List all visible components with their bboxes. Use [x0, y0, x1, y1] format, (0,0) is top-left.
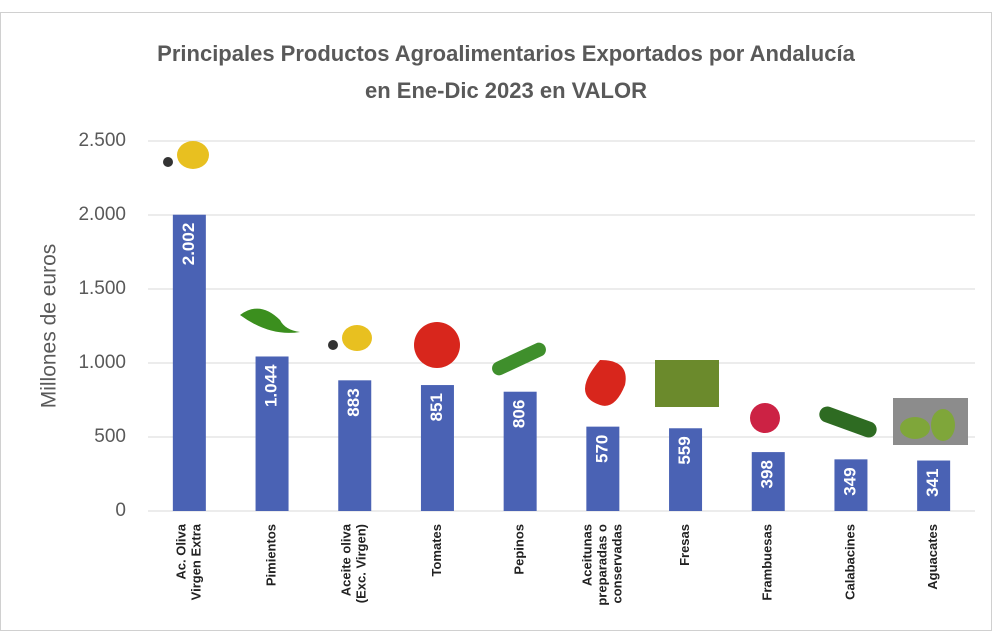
- chart-title: en Ene-Dic 2023 en VALOR: [365, 78, 647, 103]
- icon: [492, 342, 546, 376]
- icon: [585, 360, 626, 406]
- x-tick-label: Aguacates: [925, 524, 940, 590]
- icon: [750, 403, 780, 433]
- x-tick-label-group: Pimientos: [263, 524, 278, 586]
- icon: [414, 322, 460, 368]
- x-tick-label: (Exc. Virgen): [354, 524, 369, 603]
- bar: [172, 214, 206, 512]
- y-axis-title: Millones de euros: [38, 244, 61, 409]
- x-tick-label-group: Aguacates: [925, 524, 940, 590]
- value-label: 806: [510, 400, 529, 428]
- y-tick-label: 1.500: [78, 278, 126, 299]
- chart-title: Principales Productos Agroalimentarios E…: [157, 41, 855, 66]
- value-label: 2.002: [179, 223, 198, 266]
- x-tick-label-group: Pepinos: [512, 524, 527, 575]
- x-tick-label-group: Fresas: [677, 524, 692, 566]
- value-label: 851: [427, 393, 446, 421]
- value-label: 341: [923, 469, 942, 497]
- x-tick-label-group: Aceite oliva (Exc. Virgen): [339, 523, 369, 603]
- x-tick-label: Fresas: [677, 524, 692, 566]
- icon: [240, 308, 300, 333]
- bar: [420, 385, 454, 511]
- value-label: 349: [840, 467, 859, 495]
- x-tick-label: Frambuesas: [760, 524, 775, 601]
- icon: [655, 360, 719, 407]
- x-tick-label: preparadas o: [594, 524, 609, 606]
- x-tick-label-group: Tomates: [429, 524, 444, 577]
- x-tick-label: Pepinos: [512, 524, 527, 575]
- bar: [255, 356, 289, 511]
- x-tick-label-group: Calabacines: [842, 524, 857, 600]
- icon: [163, 157, 173, 167]
- bar: [751, 452, 785, 511]
- icon: [900, 417, 930, 439]
- value-label: 883: [344, 388, 363, 416]
- x-tick-label: conservadas: [609, 524, 624, 604]
- value-label: 398: [758, 460, 777, 488]
- icon: [819, 406, 877, 438]
- bar: [834, 459, 868, 511]
- bar: [586, 426, 620, 511]
- icon: [177, 141, 209, 169]
- bar: [503, 391, 537, 511]
- value-label: 1.044: [262, 364, 281, 407]
- icon: [328, 340, 338, 350]
- x-tick-label: Aceite oliva: [339, 523, 354, 596]
- icon: [931, 409, 955, 441]
- y-tick-label: 2.000: [78, 204, 126, 225]
- bar: [917, 460, 951, 511]
- product-icons: [163, 141, 968, 445]
- y-tick-label: 2.500: [78, 130, 126, 151]
- value-label: 559: [675, 436, 694, 464]
- bar: [338, 380, 372, 511]
- x-tick-label: Tomates: [429, 524, 444, 577]
- x-tick-label-group: Frambuesas: [760, 524, 775, 601]
- value-label: 570: [592, 435, 611, 463]
- x-tick-label: Calabacines: [842, 524, 857, 600]
- y-tick-label: 0: [115, 500, 126, 521]
- bar: [669, 428, 703, 511]
- x-tick-label: Pimientos: [263, 524, 278, 586]
- x-tick-label-group: Aceitunas preparadas o conservadas: [579, 524, 624, 606]
- y-tick-label: 1.000: [78, 352, 126, 373]
- x-tick-label: Aceitunas: [579, 524, 594, 586]
- x-tick-label: Ac. Oliva: [173, 523, 188, 579]
- y-tick-label: 500: [94, 426, 126, 447]
- x-tick-label-group: Ac. Oliva Virgen Extra: [173, 523, 203, 600]
- icon: [342, 325, 372, 351]
- x-tick-label: Virgen Extra: [188, 523, 203, 600]
